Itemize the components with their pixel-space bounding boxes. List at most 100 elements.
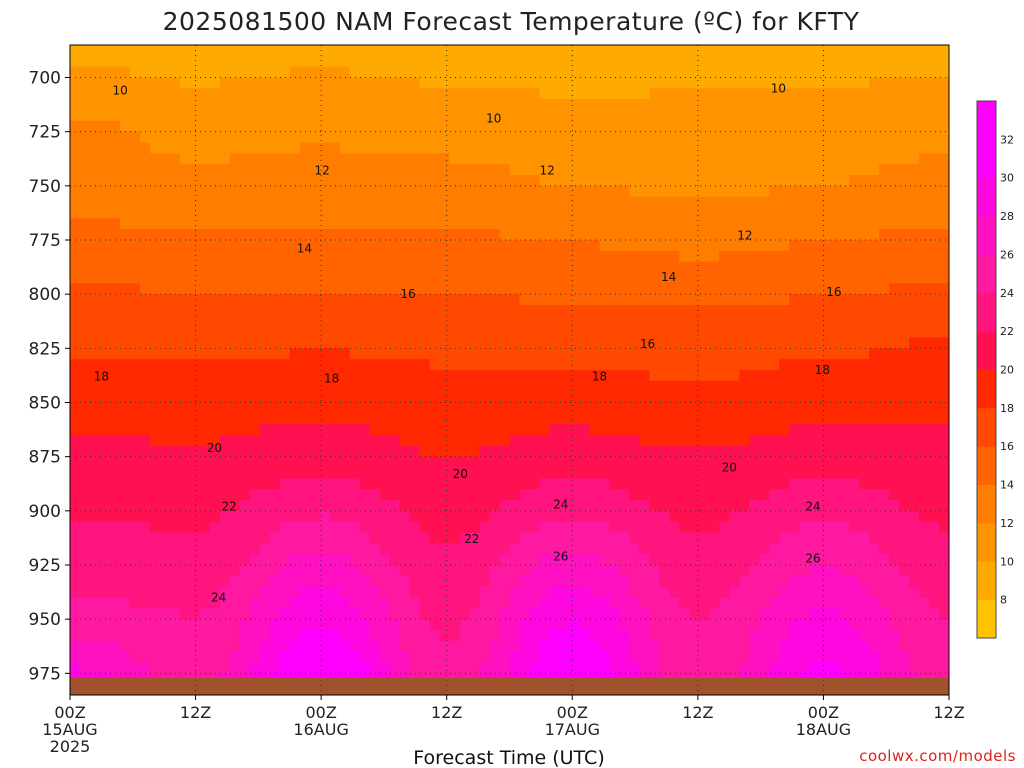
temperature-cell: [319, 164, 331, 176]
temperature-cell: [349, 565, 361, 577]
temperature-cell: [759, 413, 770, 425]
temperature-cell: [319, 521, 331, 534]
temperature-cell: [89, 337, 101, 349]
temperature-cell: [689, 272, 700, 284]
temperature-cell: [499, 175, 511, 187]
temperature-cell: [139, 662, 151, 674]
temperature-cell: [799, 640, 810, 653]
temperature-cell: [469, 640, 481, 653]
temperature-cell: [609, 164, 620, 176]
temperature-cell: [229, 283, 241, 295]
temperature-cell: [679, 142, 690, 154]
temperature-cell: [829, 207, 840, 219]
temperature-cell: [499, 240, 511, 252]
temperature-cell: [849, 586, 860, 599]
temperature-cell: [169, 543, 181, 555]
temperature-cell: [769, 240, 780, 252]
temperature-cell: [279, 326, 291, 339]
temperature-cell: [139, 283, 151, 295]
temperature-cell: [109, 402, 121, 414]
temperature-cell: [749, 424, 760, 436]
temperature-cell: [249, 435, 261, 447]
temperature-cell: [619, 229, 630, 241]
temperature-cell: [179, 218, 191, 230]
temperature-cell: [559, 185, 571, 198]
temperature-cell: [389, 240, 401, 252]
temperature-cell: [289, 283, 301, 295]
temperature-cell: [279, 272, 291, 284]
temperature-cell: [689, 185, 700, 198]
temperature-cell: [259, 45, 271, 57]
temperature-cell: [249, 337, 261, 349]
temperature-cell: [499, 380, 511, 393]
temperature-cell: [519, 326, 531, 339]
temperature-cell: [779, 229, 790, 241]
temperature-cell: [109, 586, 121, 599]
temperature-cell: [139, 326, 151, 339]
temperature-cell: [769, 250, 780, 263]
temperature-cell: [699, 250, 710, 263]
temperature-cell: [359, 651, 371, 664]
temperature-cell: [159, 142, 171, 154]
temperature-cell: [739, 391, 750, 404]
temperature-cell: [839, 326, 850, 339]
temperature-cell: [319, 565, 331, 577]
temperature-cell: [569, 45, 581, 57]
temperature-cell: [439, 554, 451, 566]
temperature-cell: [539, 294, 551, 306]
temperature-cell: [219, 586, 231, 599]
temperature-cell: [529, 630, 541, 642]
temperature-cell: [279, 142, 291, 154]
temperature-cell: [779, 348, 790, 360]
temperature-cell: [239, 45, 251, 57]
temperature-cell: [99, 640, 111, 653]
temperature-cell: [789, 326, 800, 339]
temperature-cell: [689, 456, 700, 469]
temperature-cell: [139, 380, 151, 393]
temperature-cell: [679, 45, 690, 57]
temperature-cell: [739, 283, 750, 295]
temperature-cell: [569, 532, 581, 544]
temperature-cell: [379, 337, 391, 349]
temperature-cell: [709, 337, 720, 349]
temperature-cell: [329, 175, 341, 187]
temperature-cell: [369, 120, 381, 133]
temperature-cell: [289, 99, 301, 111]
temperature-cell: [489, 500, 501, 512]
temperature-cell: [779, 359, 790, 371]
temperature-cell: [659, 240, 670, 252]
temperature-cell: [639, 554, 650, 566]
temperature-cell: [739, 489, 750, 501]
temperature-cell: [109, 370, 121, 382]
temperature-cell: [629, 99, 640, 111]
temperature-cell: [709, 283, 720, 295]
temperature-cell: [149, 240, 161, 252]
temperature-cell: [699, 391, 710, 404]
temperature-cell: [509, 424, 521, 436]
temperature-cell: [179, 456, 191, 469]
temperature-cell: [289, 218, 301, 230]
temperature-cell: [559, 55, 571, 68]
temperature-cell: [469, 77, 481, 89]
temperature-cell: [129, 153, 141, 165]
temperature-cell: [259, 218, 271, 230]
temperature-cell: [759, 77, 770, 89]
temperature-cell: [189, 478, 201, 490]
temperature-cell: [399, 391, 411, 404]
temperature-cell: [669, 575, 680, 588]
temperature-cell: [879, 586, 890, 599]
temperature-cell: [859, 305, 870, 317]
temperature-cell: [739, 467, 750, 479]
temperature-cell: [809, 467, 820, 479]
temperature-cell: [719, 424, 730, 436]
temperature-cell: [469, 153, 481, 165]
temperature-cell: [389, 261, 401, 274]
temperature-cell: [749, 207, 760, 219]
temperature-cell: [789, 153, 800, 165]
temperature-cell: [869, 88, 880, 100]
temperature-cell: [719, 662, 730, 674]
temperature-cell: [739, 240, 750, 252]
temperature-cell: [809, 380, 820, 393]
temperature-cell: [579, 543, 591, 555]
temperature-cell: [79, 229, 91, 241]
